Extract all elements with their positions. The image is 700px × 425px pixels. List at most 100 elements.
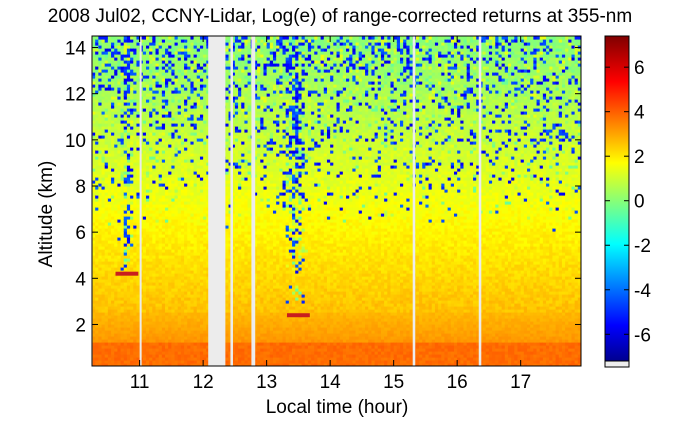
heatmap-cell	[142, 333, 147, 337]
heatmap-cell	[117, 240, 122, 244]
heatmap-cell	[98, 312, 103, 316]
heatmap-cell	[158, 261, 163, 265]
heatmap-cell	[203, 309, 207, 313]
heatmap-cell	[101, 138, 106, 142]
heatmap-cell	[130, 234, 134, 238]
heatmap-cell	[225, 144, 230, 148]
heatmap-cell	[92, 123, 96, 127]
heatmap-cell	[228, 69, 233, 73]
heatmap-cell	[152, 330, 157, 334]
heatmap-cell	[203, 60, 207, 64]
heatmap-cell	[199, 192, 204, 196]
heatmap-cell	[165, 267, 169, 271]
heatmap-cell	[193, 324, 198, 328]
heatmap-cell	[136, 342, 141, 346]
heatmap-cell	[114, 192, 119, 196]
heatmap-cell	[199, 90, 204, 94]
heatmap-cell	[228, 57, 233, 61]
heatmap-cell	[95, 321, 99, 325]
heatmap-cell	[155, 294, 160, 298]
heatmap-cell	[161, 327, 166, 331]
heatmap-cell	[161, 339, 166, 343]
heatmap-cell	[133, 183, 138, 187]
heatmap-cell	[228, 312, 233, 316]
heatmap-cell	[187, 105, 192, 109]
heatmap-cell	[126, 108, 131, 112]
heatmap-cell	[193, 150, 198, 154]
heatmap-cell	[114, 309, 119, 313]
heatmap-cell	[92, 63, 96, 67]
heatmap-cell	[168, 264, 172, 268]
heatmap-cell	[136, 132, 141, 136]
heatmap-cell	[161, 252, 166, 256]
heatmap-cell	[187, 264, 192, 268]
heatmap-cell	[180, 144, 185, 148]
heatmap-cell	[98, 54, 103, 58]
heatmap-cell	[95, 144, 99, 148]
heatmap-cell	[104, 315, 109, 319]
heatmap-cell	[133, 120, 138, 124]
heatmap-cell	[187, 156, 192, 160]
heatmap-cell	[231, 132, 236, 136]
heatmap-cell	[107, 339, 112, 343]
heatmap-cell	[155, 156, 160, 160]
heatmap-cell	[196, 360, 201, 364]
heatmap-cell	[193, 90, 198, 94]
heatmap-cell	[161, 222, 166, 226]
heatmap-cell	[120, 174, 125, 178]
heatmap-cell	[107, 273, 112, 277]
heatmap-cell	[203, 303, 207, 307]
heatmap-cell	[117, 114, 122, 118]
heatmap-cell	[177, 63, 182, 67]
heatmap-cell	[171, 183, 176, 187]
heatmap-cell	[152, 120, 157, 124]
heatmap-cell	[168, 345, 172, 349]
heatmap-cell	[225, 276, 230, 280]
heatmap-cell	[101, 204, 106, 208]
heatmap-cell	[117, 105, 122, 109]
heatmap-cell	[142, 156, 147, 160]
heatmap-cell	[130, 216, 134, 220]
heatmap-cell	[155, 270, 160, 274]
heatmap-cell	[120, 279, 125, 283]
heatmap-cell	[152, 294, 157, 298]
heatmap-cell	[158, 210, 163, 214]
heatmap-cell	[101, 174, 106, 178]
heatmap-cell	[149, 267, 153, 271]
heatmap-cell	[136, 195, 141, 199]
heatmap-cell	[120, 141, 125, 145]
heatmap-cell	[155, 117, 160, 121]
heatmap-cell	[228, 192, 233, 196]
heatmap-cell	[187, 78, 192, 82]
heatmap-cell	[142, 54, 147, 58]
heatmap-cell	[187, 126, 192, 130]
heatmap-cell	[180, 90, 185, 94]
heatmap-cell	[145, 147, 150, 151]
heatmap-cell	[158, 108, 163, 112]
heatmap-cell	[145, 330, 150, 334]
heatmap-cell	[120, 153, 125, 157]
heatmap-cell	[196, 267, 201, 271]
heatmap-cell	[199, 153, 204, 157]
heatmap-cell	[190, 42, 195, 46]
heatmap-cell	[107, 204, 112, 208]
heatmap-cell	[92, 102, 96, 106]
heatmap-cell	[161, 54, 166, 58]
heatmap-cell	[158, 69, 163, 73]
heatmap-cell	[130, 309, 134, 313]
heatmap-cell	[130, 195, 134, 199]
heatmap-cell	[190, 99, 195, 103]
heatmap-cell	[130, 291, 134, 295]
heatmap-cell	[177, 99, 182, 103]
heatmap-cell	[161, 333, 166, 337]
heatmap-cell	[184, 291, 188, 295]
heatmap-cell	[126, 210, 131, 214]
heatmap-cell	[98, 204, 103, 208]
heatmap-cell	[174, 198, 179, 202]
heatmap-cell	[107, 36, 112, 40]
heatmap-cell	[152, 201, 157, 205]
heatmap-cell	[142, 204, 147, 208]
heatmap-cell	[111, 234, 115, 238]
heatmap-cell	[123, 243, 128, 247]
heatmap-cell	[196, 78, 201, 82]
